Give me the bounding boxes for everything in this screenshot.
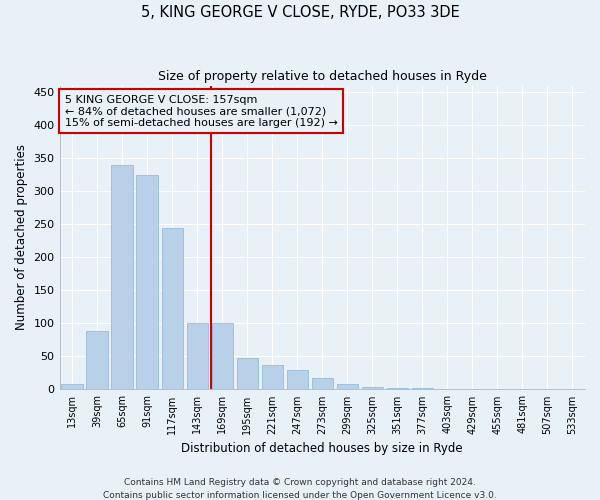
Text: 5 KING GEORGE V CLOSE: 157sqm
← 84% of detached houses are smaller (1,072)
15% o: 5 KING GEORGE V CLOSE: 157sqm ← 84% of d… bbox=[65, 94, 338, 128]
Bar bbox=[562, 389, 583, 390]
Bar bbox=[387, 388, 408, 390]
Bar bbox=[212, 324, 233, 390]
Text: Contains HM Land Registry data © Crown copyright and database right 2024.
Contai: Contains HM Land Registry data © Crown c… bbox=[103, 478, 497, 500]
Bar bbox=[236, 358, 258, 390]
Bar bbox=[86, 332, 108, 390]
Bar bbox=[412, 388, 433, 390]
Bar bbox=[136, 174, 158, 390]
Bar bbox=[61, 384, 83, 390]
Bar bbox=[487, 389, 508, 390]
Bar bbox=[437, 389, 458, 390]
Bar bbox=[262, 365, 283, 390]
X-axis label: Distribution of detached houses by size in Ryde: Distribution of detached houses by size … bbox=[181, 442, 463, 455]
Text: 5, KING GEORGE V CLOSE, RYDE, PO33 3DE: 5, KING GEORGE V CLOSE, RYDE, PO33 3DE bbox=[140, 5, 460, 20]
Bar bbox=[362, 388, 383, 390]
Bar bbox=[112, 165, 133, 390]
Bar bbox=[537, 389, 558, 390]
Bar bbox=[287, 370, 308, 390]
Y-axis label: Number of detached properties: Number of detached properties bbox=[15, 144, 28, 330]
Bar bbox=[337, 384, 358, 390]
Title: Size of property relative to detached houses in Ryde: Size of property relative to detached ho… bbox=[158, 70, 487, 83]
Bar bbox=[311, 378, 333, 390]
Bar bbox=[161, 228, 183, 390]
Bar bbox=[187, 324, 208, 390]
